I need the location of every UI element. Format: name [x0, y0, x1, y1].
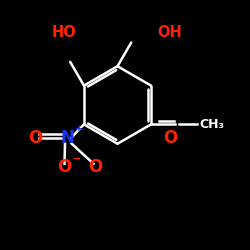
Text: O: O	[88, 158, 102, 176]
Text: O: O	[163, 129, 177, 147]
Text: N: N	[60, 129, 74, 147]
Text: OH: OH	[158, 25, 182, 40]
Text: −: −	[72, 154, 80, 164]
Text: O: O	[58, 158, 72, 176]
Text: CH₃: CH₃	[200, 118, 225, 131]
Text: +: +	[74, 124, 82, 134]
Text: O: O	[28, 129, 42, 147]
Text: HO: HO	[52, 25, 76, 40]
